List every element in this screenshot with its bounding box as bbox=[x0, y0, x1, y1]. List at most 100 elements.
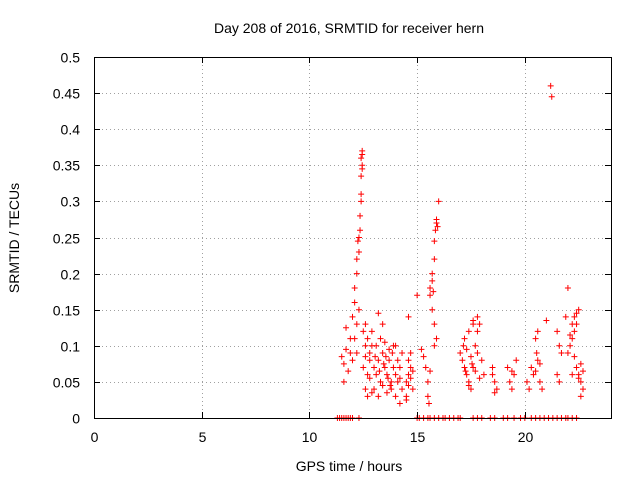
data-point bbox=[418, 346, 425, 353]
data-point bbox=[463, 346, 470, 353]
data-point bbox=[392, 342, 399, 349]
data-point bbox=[427, 292, 434, 299]
data-point bbox=[394, 357, 401, 364]
data-point bbox=[533, 350, 540, 357]
data-point bbox=[474, 350, 481, 357]
data-point bbox=[467, 353, 474, 360]
data-point bbox=[368, 389, 375, 396]
data-point bbox=[579, 386, 586, 393]
data-point bbox=[508, 368, 515, 375]
data-point bbox=[472, 342, 479, 349]
data-point bbox=[577, 360, 584, 367]
data-point bbox=[536, 378, 543, 385]
data-point bbox=[390, 364, 397, 371]
data-point bbox=[358, 173, 365, 180]
data-point bbox=[435, 198, 442, 205]
data-point bbox=[360, 328, 367, 335]
x-tick-label: 5 bbox=[199, 429, 207, 445]
data-point bbox=[355, 306, 362, 313]
data-point bbox=[523, 378, 530, 385]
data-point bbox=[472, 368, 479, 375]
x-tick-labels: 0 5 10 15 20 bbox=[91, 429, 534, 445]
data-point bbox=[433, 216, 440, 223]
data-point bbox=[373, 371, 380, 378]
data-point bbox=[380, 360, 387, 367]
data-point bbox=[424, 378, 431, 385]
data-point bbox=[564, 285, 571, 292]
y-tick-label: 0.35 bbox=[53, 158, 80, 174]
data-point bbox=[539, 386, 546, 393]
x-tick-label: 20 bbox=[518, 429, 534, 445]
data-point bbox=[379, 350, 386, 357]
data-point bbox=[463, 371, 470, 378]
data-point bbox=[377, 335, 384, 342]
data-point bbox=[358, 198, 365, 205]
y-tick-label: 0.1 bbox=[61, 339, 81, 355]
grid-lines bbox=[94, 57, 611, 418]
y-tick-label: 0 bbox=[72, 411, 80, 427]
data-point bbox=[376, 368, 383, 375]
data-point bbox=[358, 191, 365, 198]
data-point bbox=[556, 342, 563, 349]
data-point bbox=[532, 335, 539, 342]
data-point bbox=[571, 353, 578, 360]
data-point bbox=[371, 386, 378, 393]
data-point bbox=[476, 321, 483, 328]
data-point bbox=[462, 368, 469, 375]
data-point bbox=[385, 375, 392, 382]
data-point bbox=[530, 371, 537, 378]
data-point bbox=[425, 400, 432, 407]
data-point bbox=[513, 357, 520, 364]
data-point bbox=[353, 350, 360, 357]
data-point bbox=[427, 285, 434, 292]
data-point bbox=[460, 342, 467, 349]
data-point bbox=[364, 335, 371, 342]
y-axis-label: SRMTID / TECUs bbox=[6, 183, 22, 293]
data-point bbox=[474, 313, 481, 320]
data-point bbox=[564, 350, 571, 357]
data-point bbox=[434, 223, 441, 230]
data-point bbox=[573, 310, 580, 317]
data-point bbox=[470, 364, 477, 371]
data-point bbox=[366, 375, 373, 382]
data-point bbox=[343, 346, 350, 353]
data-point bbox=[424, 393, 431, 400]
data-point bbox=[526, 386, 533, 393]
data-point bbox=[430, 288, 437, 295]
data-point bbox=[399, 350, 406, 357]
data-point bbox=[554, 371, 561, 378]
data-point bbox=[379, 321, 386, 328]
data-point bbox=[366, 350, 373, 357]
data-point bbox=[575, 375, 582, 382]
data-point bbox=[353, 270, 360, 277]
y-tick-label: 0.25 bbox=[53, 231, 80, 247]
data-point bbox=[474, 328, 481, 335]
data-point bbox=[476, 375, 483, 382]
data-point bbox=[392, 371, 399, 378]
data-point bbox=[489, 371, 496, 378]
data-point bbox=[371, 364, 378, 371]
data-point bbox=[366, 357, 373, 364]
data-point bbox=[569, 335, 576, 342]
data-point bbox=[407, 350, 414, 357]
data-point bbox=[569, 371, 576, 378]
data-point bbox=[405, 382, 412, 389]
data-point bbox=[573, 364, 580, 371]
data-points bbox=[334, 82, 586, 421]
data-point bbox=[355, 248, 362, 255]
data-point bbox=[547, 82, 554, 89]
data-point bbox=[571, 313, 578, 320]
data-point bbox=[554, 328, 561, 335]
data-point bbox=[396, 400, 403, 407]
data-point bbox=[403, 378, 410, 385]
data-point bbox=[387, 382, 394, 389]
data-point bbox=[345, 368, 352, 375]
x-axis-label: GPS time / hours bbox=[296, 458, 403, 474]
data-point bbox=[493, 386, 500, 393]
data-point bbox=[532, 368, 539, 375]
data-point bbox=[340, 378, 347, 385]
data-point bbox=[360, 364, 367, 371]
data-point bbox=[388, 386, 395, 393]
data-point bbox=[386, 357, 393, 364]
data-point bbox=[383, 389, 390, 396]
